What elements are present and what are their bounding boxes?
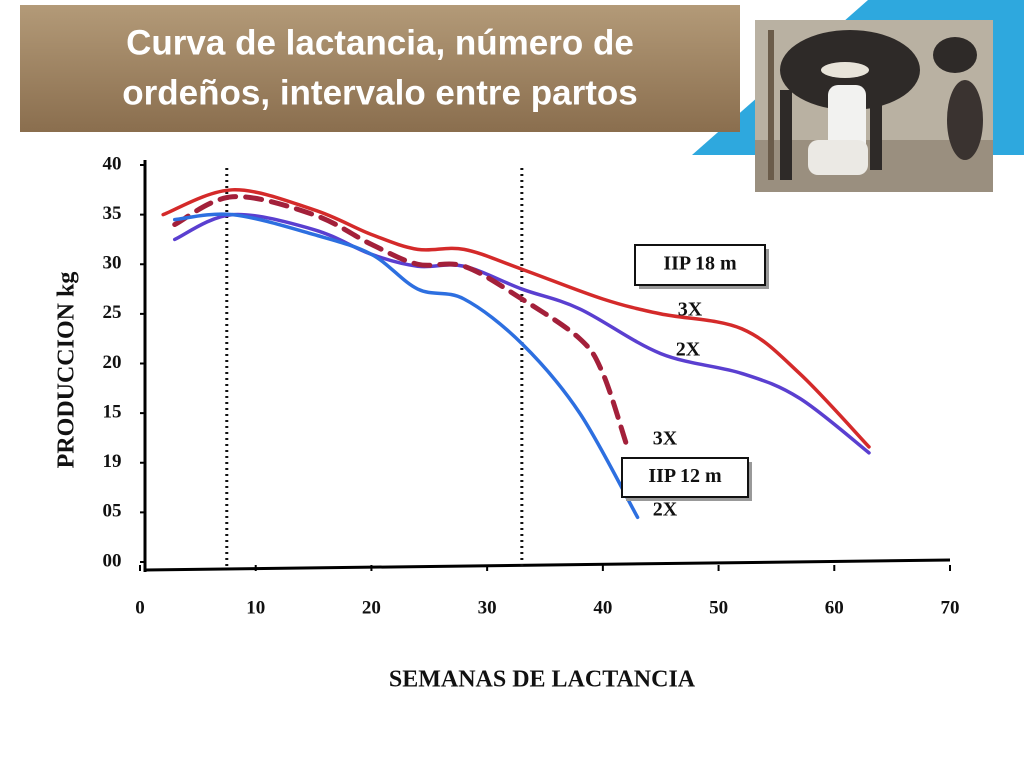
photo	[755, 20, 993, 192]
x-tick-label: 30	[478, 597, 497, 618]
group-box	[621, 457, 749, 498]
line-series	[172, 212, 640, 520]
y-tick-label: 05	[103, 501, 122, 522]
y-tick-label: 00	[103, 550, 122, 571]
group-label: IIP 18 m	[663, 253, 737, 275]
x-tick-label: 20	[362, 597, 381, 618]
line-series	[161, 188, 871, 449]
x-axis	[144, 558, 951, 572]
series-label: 3X	[678, 299, 703, 321]
series-label: 3X	[653, 428, 678, 450]
line-series	[172, 212, 871, 455]
y-tick-label: 19	[103, 451, 122, 472]
group-label: IIP 12 m	[648, 465, 722, 487]
title-line: ordeños, intervalo entre partos	[122, 73, 637, 112]
y-tick-label: 25	[103, 302, 122, 323]
y-tick-label: 15	[103, 401, 122, 422]
y-tick-label: 30	[103, 253, 122, 274]
x-tick-label: 40	[593, 597, 612, 618]
title-box	[20, 5, 740, 132]
x-tick-label: 60	[825, 597, 844, 618]
y-tick-label: 40	[103, 153, 122, 174]
x-axis-label: SEMANAS DE LACTANCIA	[389, 667, 696, 693]
y-tick-label: 20	[103, 352, 122, 373]
x-tick-label: 70	[941, 597, 960, 618]
y-tick-label: 35	[103, 203, 122, 224]
title-line: Curva de lactancia, número de	[126, 23, 634, 62]
line-series	[172, 194, 629, 446]
x-tick-label: 0	[135, 597, 145, 618]
series-label: 2X	[653, 499, 678, 521]
group-box	[634, 244, 766, 286]
x-tick-label: 10	[246, 597, 265, 618]
series-label: 2X	[676, 339, 701, 361]
x-tick-label: 50	[709, 597, 728, 618]
y-axis-label: PRODUCCION kg	[54, 272, 80, 469]
